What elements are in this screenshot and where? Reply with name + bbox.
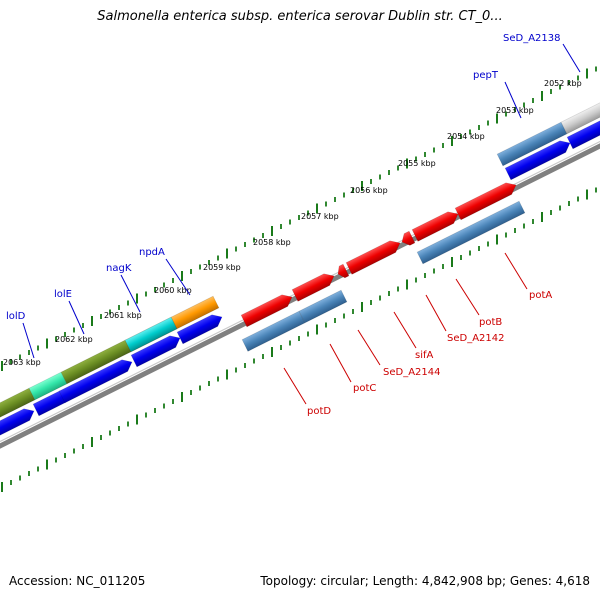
gene-label-lolE: lolE <box>54 289 72 300</box>
gene-label-potD: potD <box>307 406 331 417</box>
cds-blue-4 <box>130 335 181 368</box>
kbp-label: 2055 kbp <box>398 159 436 168</box>
accession-text: Accession: NC_011205 <box>9 574 146 588</box>
kbp-label: 2057 kbp <box>301 212 339 221</box>
leader-line <box>283 367 307 405</box>
leader-line <box>504 81 522 119</box>
cds-steel-3 <box>416 200 526 265</box>
feature-SeD_A2142 <box>401 230 416 246</box>
cds-blue-7 <box>566 120 600 150</box>
leader-line <box>562 43 581 73</box>
leader-line <box>425 294 447 332</box>
kbp-label: 2059 kbp <box>203 263 241 272</box>
gene-label-sifA: sifA <box>415 350 434 361</box>
feature-potC <box>291 273 335 302</box>
leader-line <box>357 329 381 366</box>
gene-label-npdA: npdA <box>139 247 165 258</box>
kbp-label: 2052 kbp <box>544 79 582 88</box>
gene-label-SeD_A2144: SeD_A2144 <box>383 367 441 378</box>
leader-line <box>504 252 528 290</box>
gene-label-SeD_A2138: SeD_A2138 <box>503 33 561 44</box>
feature-SeD_A2144 <box>337 263 350 279</box>
leader-line <box>455 278 480 316</box>
cds-steel-1 <box>241 310 306 352</box>
kbp-label: 2058 kbp <box>253 238 291 247</box>
feature-layer <box>0 98 600 440</box>
leader-line <box>165 258 191 296</box>
gene-label-potC: potC <box>353 383 376 394</box>
map-title: Salmonella enterica subsp. enterica sero… <box>97 9 503 24</box>
gene-label-nagK: nagK <box>106 263 132 274</box>
topology-text: Topology: circular; Length: 4,842,908 bp… <box>260 574 590 588</box>
gene-label-SeD_A2142: SeD_A2142 <box>447 333 505 344</box>
leader-line <box>329 343 352 383</box>
gene-label-potA: potA <box>529 290 552 301</box>
outer-tick-row <box>1 66 597 371</box>
feature-potD <box>240 294 293 328</box>
leader-line <box>68 300 85 335</box>
leader-line <box>120 274 141 313</box>
cds-blue-5 <box>176 314 223 345</box>
kbp-label: 2062 kbp <box>55 335 93 344</box>
leader-line <box>22 322 35 359</box>
cds-blue-3 <box>58 359 133 404</box>
leader-line <box>393 311 417 349</box>
feature-potB <box>411 211 459 242</box>
cds-blue-6 <box>504 140 571 181</box>
kbp-label: 2063 kbp <box>3 358 41 367</box>
gene-label-lolD: lolD <box>6 311 26 322</box>
kbp-label: 2060 kbp <box>154 286 192 295</box>
cds-blue-1 <box>0 408 35 440</box>
tick-layer <box>1 66 597 492</box>
feature-potA <box>454 182 517 221</box>
gene-label-potB: potB <box>479 317 502 328</box>
gene-label-pepT: pepT <box>473 70 499 81</box>
kbp-label: 2053 kbp <box>496 106 534 115</box>
inner-tick-row <box>1 187 597 492</box>
cds-steel-2 <box>298 289 348 324</box>
feature-sifA <box>345 240 401 275</box>
label-layer: 2052 kbp 2053 kbp 2054 kbp 2055 kbp 2056 kbp… <box>3 33 582 417</box>
kbp-label: 2056 kbp <box>350 186 388 195</box>
kbp-label: 2054 kbp <box>447 132 485 141</box>
feature-nagK-inner <box>124 316 178 353</box>
kbp-label: 2061 kbp <box>104 311 142 320</box>
